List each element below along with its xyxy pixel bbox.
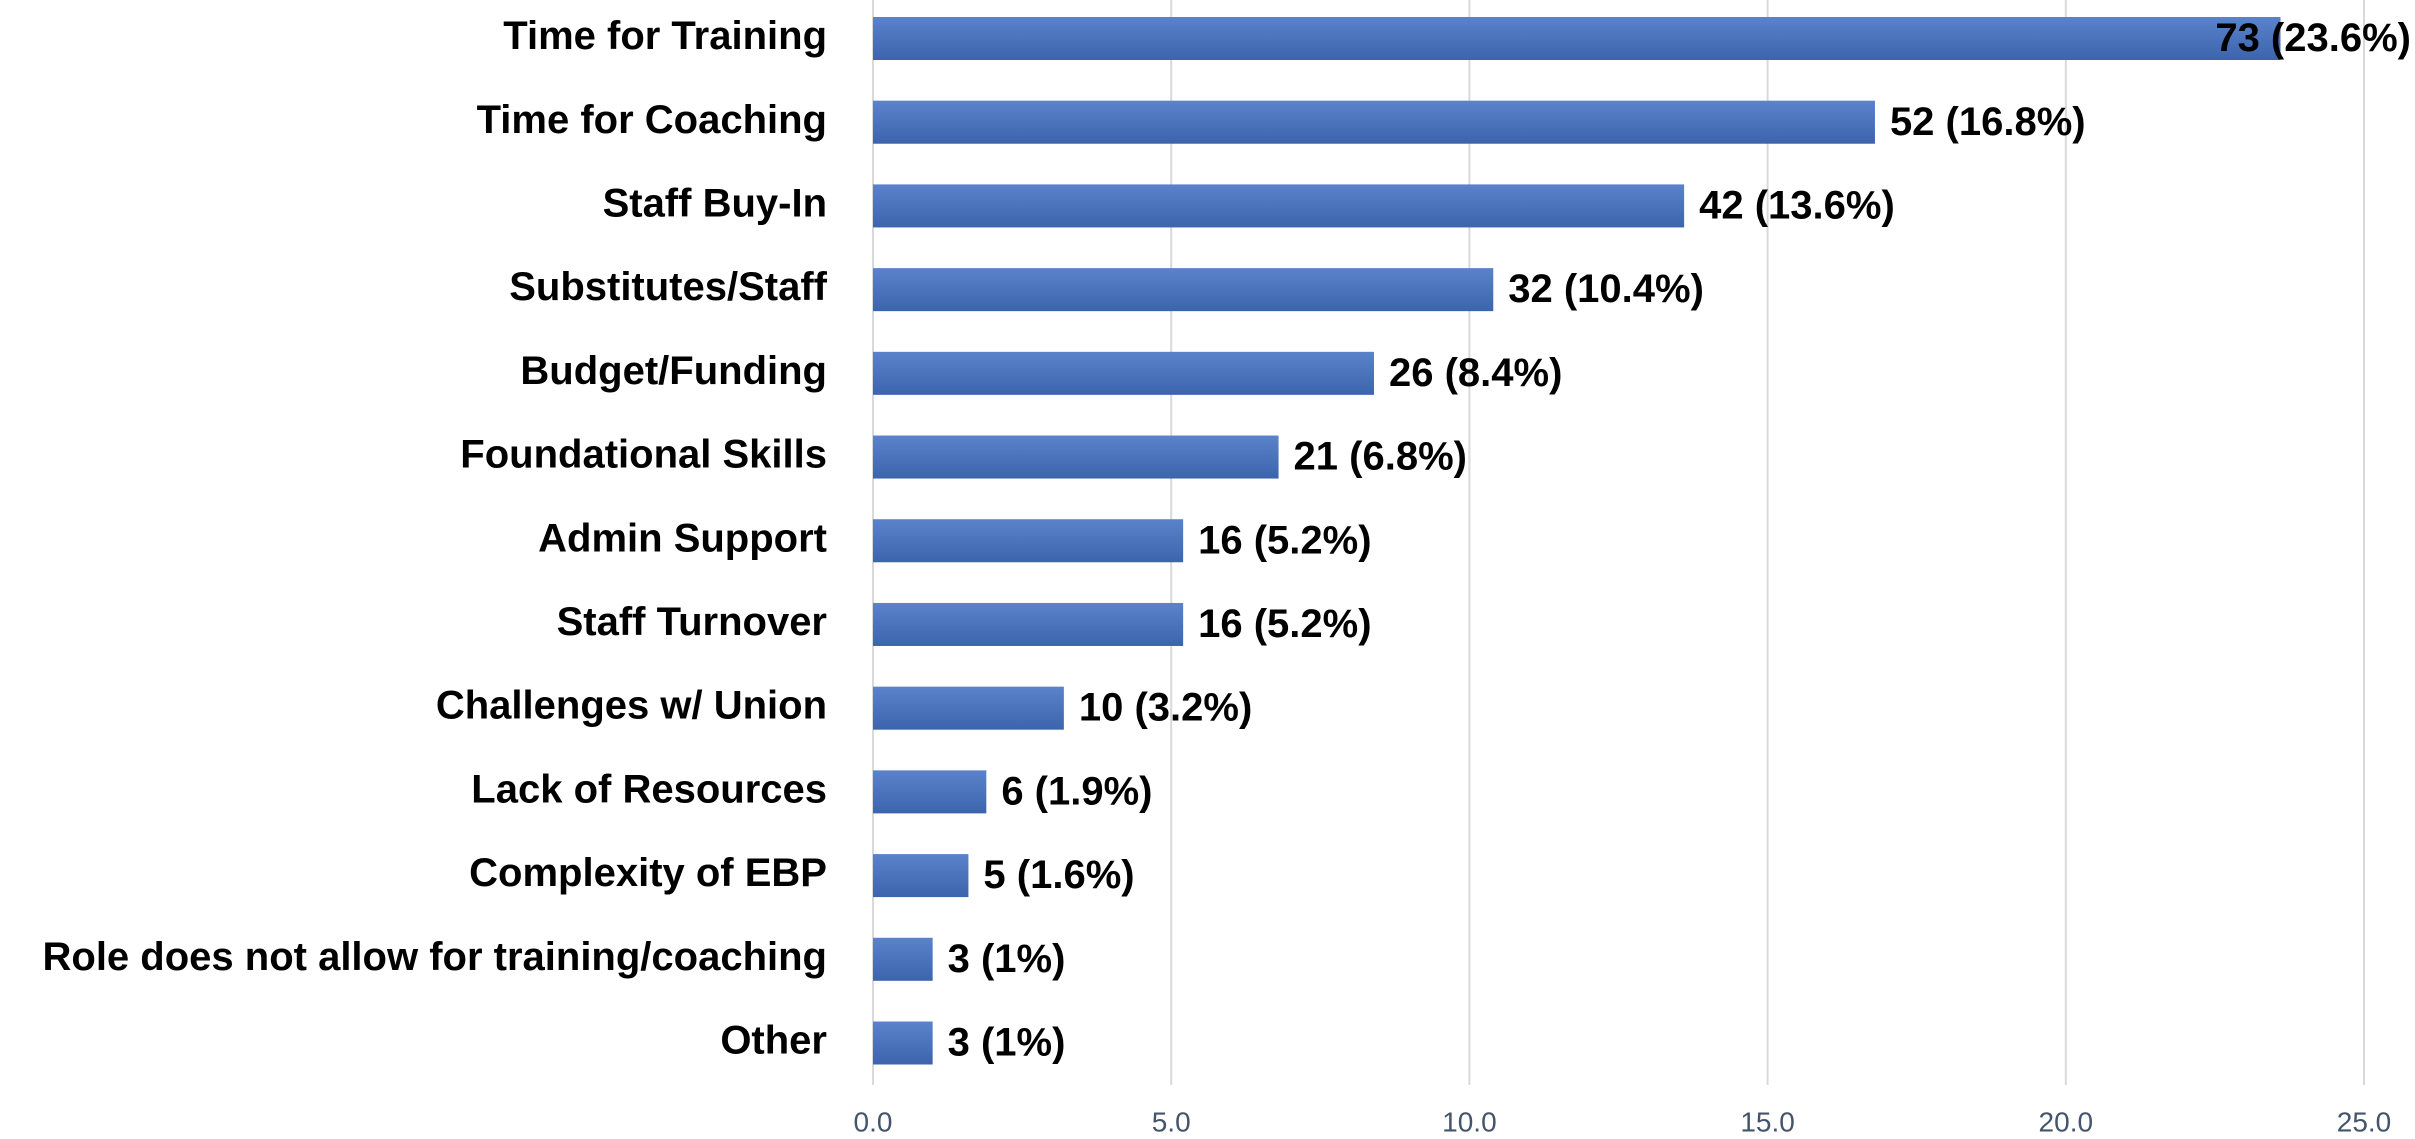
data-label: 26 (8.4%)	[1389, 351, 1562, 395]
category-label: Substitutes/Staff	[509, 265, 827, 309]
x-tick-label: 5.0	[1152, 1106, 1191, 1137]
category-label: Foundational Skills	[460, 433, 827, 477]
data-label: 5 (1.6%)	[983, 853, 1134, 897]
data-label: 16 (5.2%)	[1198, 602, 1371, 646]
data-label: 73 (23.6%)	[2215, 16, 2411, 60]
category-label: Challenges w/ Union	[436, 684, 827, 728]
bar-shade	[873, 1021, 933, 1065]
bar-shade	[873, 100, 1875, 144]
category-label: Complexity of EBP	[469, 851, 827, 895]
category-label: Lack of Resources	[471, 767, 827, 811]
data-label: 3 (1%)	[948, 937, 1066, 981]
bar-shade	[873, 937, 933, 981]
x-tick-label: 20.0	[2039, 1106, 2094, 1137]
bar-shade	[873, 602, 1184, 646]
bar-shade	[873, 17, 2281, 60]
bar-shade	[873, 435, 1279, 479]
bar-shade	[873, 268, 1494, 312]
category-label: Time for Training	[503, 14, 827, 58]
bar-shade	[873, 351, 1374, 395]
bar-shade	[873, 184, 1685, 228]
x-tick-label: 15.0	[1740, 1106, 1795, 1137]
x-tick-label: 10.0	[1442, 1106, 1497, 1137]
data-label: 21 (6.8%)	[1294, 435, 1467, 479]
data-label: 3 (1%)	[948, 1021, 1066, 1065]
data-label: 16 (5.2%)	[1198, 518, 1371, 562]
data-label: 10 (3.2%)	[1079, 686, 1252, 730]
data-label: 42 (13.6%)	[1699, 183, 1895, 227]
category-label: Budget/Funding	[520, 349, 827, 393]
bar-shade	[873, 854, 969, 898]
x-tick-label: 0.0	[854, 1106, 893, 1137]
bar-shade	[873, 686, 1064, 730]
category-label: Role does not allow for training/coachin…	[43, 935, 828, 979]
bar-shade	[873, 770, 987, 814]
category-label: Time for Coaching	[477, 98, 827, 142]
category-label: Staff Buy-In	[603, 181, 827, 225]
bar-shade	[873, 519, 1184, 563]
data-label: 32 (10.4%)	[1508, 267, 1704, 311]
data-label: 6 (1.9%)	[1001, 769, 1152, 813]
data-label: 52 (16.8%)	[1890, 100, 2086, 144]
category-label: Staff Turnover	[557, 600, 827, 644]
category-label: Admin Support	[538, 516, 827, 560]
category-label: Other	[720, 1019, 827, 1063]
x-tick-label: 25.0	[2337, 1106, 2392, 1137]
